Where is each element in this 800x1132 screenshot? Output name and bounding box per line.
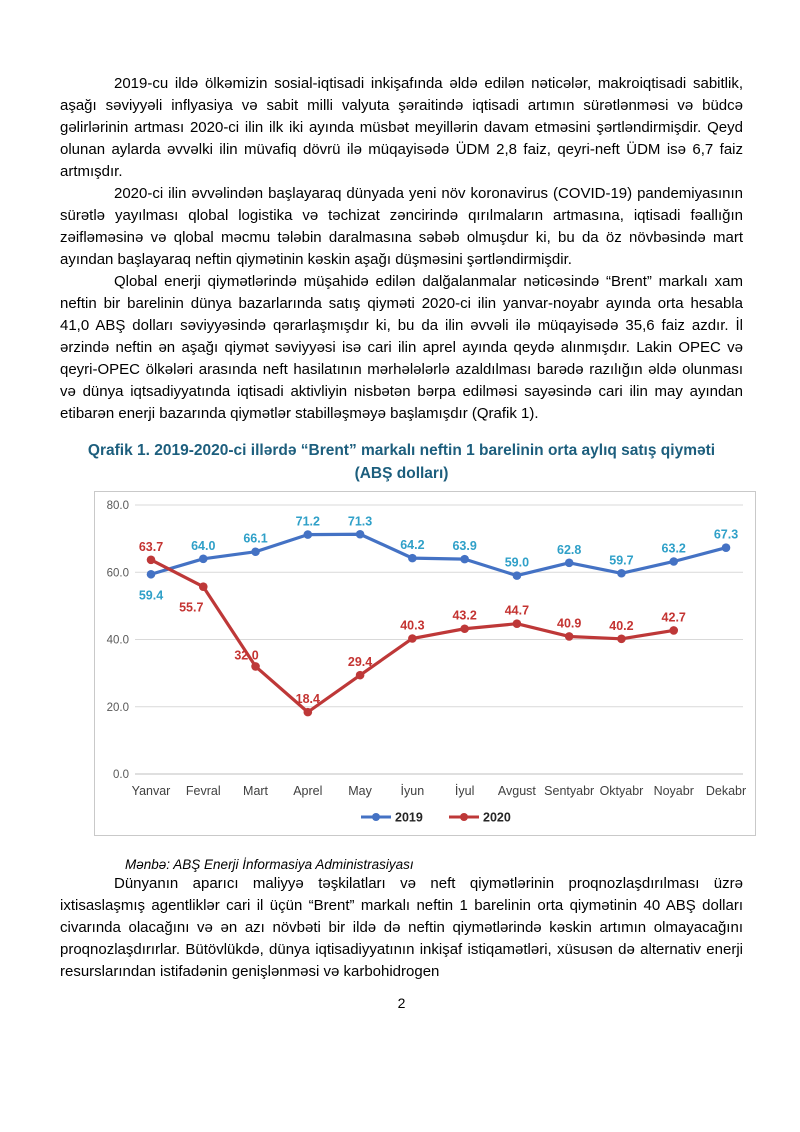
- svg-text:62.8: 62.8: [557, 543, 581, 557]
- svg-text:Fevral: Fevral: [186, 784, 221, 798]
- chart-title: Qrafik 1. 2019-2020-ci illərdə “Brent” m…: [87, 442, 716, 459]
- svg-text:44.7: 44.7: [505, 604, 529, 618]
- svg-text:63.9: 63.9: [452, 539, 476, 553]
- svg-text:43.2: 43.2: [452, 609, 476, 623]
- paragraph-covid-impact: 2020-ci ilin əvvəlindən başlayaraq dünya…: [60, 185, 743, 268]
- svg-text:May: May: [348, 784, 372, 798]
- svg-text:80.0: 80.0: [107, 500, 129, 512]
- svg-text:40.2: 40.2: [609, 619, 633, 633]
- svg-text:59.7: 59.7: [609, 553, 633, 567]
- svg-text:0.0: 0.0: [113, 769, 129, 781]
- svg-text:32.0: 32.0: [234, 648, 258, 662]
- chart-canvas: 0.0 20.0 40.0 60.0 80.0 Yanvar Fevral Mart Aprel…: [107, 500, 747, 825]
- svg-text:Avgust: Avgust: [498, 784, 537, 798]
- svg-text:64.0: 64.0: [191, 539, 215, 553]
- svg-text:2020: 2020: [483, 811, 511, 825]
- svg-text:29.4: 29.4: [348, 655, 372, 669]
- svg-text:71.2: 71.2: [296, 515, 320, 529]
- svg-text:İyun: İyun: [401, 784, 425, 798]
- svg-text:67.3: 67.3: [714, 528, 738, 542]
- svg-text:Aprel: Aprel: [293, 784, 322, 798]
- svg-text:40.9: 40.9: [557, 616, 581, 630]
- paragraph-brent-price-overview: Qlobal enerji qiymətlərində müşahidə edi…: [60, 273, 743, 422]
- svg-text:Mart: Mart: [243, 784, 269, 798]
- svg-text:71.3: 71.3: [348, 514, 372, 528]
- chart-subtitle: (ABŞ dolları): [354, 465, 449, 482]
- svg-text:66.1: 66.1: [243, 532, 267, 546]
- chart-source-note: Mənbə: ABŞ Enerji İnformasiya Administra…: [125, 857, 414, 872]
- svg-text:42.7: 42.7: [662, 610, 686, 624]
- svg-text:Sentyabr: Sentyabr: [544, 784, 594, 798]
- svg-text:59.0: 59.0: [505, 556, 529, 570]
- svg-text:Noyabr: Noyabr: [654, 784, 694, 798]
- svg-text:63.7: 63.7: [139, 540, 163, 554]
- svg-text:60.0: 60.0: [107, 567, 129, 579]
- svg-text:64.2: 64.2: [400, 538, 424, 552]
- brent-price-line-chart: 0.0 20.0 40.0 60.0 80.0 Yanvar Fevral Mart Aprel…: [94, 491, 756, 836]
- svg-text:40.3: 40.3: [400, 618, 424, 632]
- page-number: 2: [397, 995, 406, 1011]
- svg-text:Oktyabr: Oktyabr: [600, 784, 644, 798]
- paragraph-gdp-growth: 2019-cu ildə ölkəmizin sosial-iqtisadi i…: [60, 75, 743, 180]
- svg-text:55.7: 55.7: [179, 601, 203, 615]
- paragraph-forecast: Dünyanın aparıcı maliyyə təşkilatları və…: [60, 875, 743, 980]
- svg-text:59.4: 59.4: [139, 588, 163, 602]
- svg-text:Yanvar: Yanvar: [132, 784, 171, 798]
- svg-text:20.0: 20.0: [107, 702, 129, 714]
- svg-text:Dekabr: Dekabr: [706, 784, 746, 798]
- svg-text:40.0: 40.0: [107, 635, 129, 647]
- svg-text:63.2: 63.2: [662, 541, 686, 555]
- chart-title-block: Qrafik 1. 2019-2020-ci illərdə “Brent” m…: [60, 439, 743, 485]
- svg-text:18.4: 18.4: [296, 692, 320, 706]
- svg-text:2019: 2019: [395, 811, 423, 825]
- svg-text:İyul: İyul: [455, 784, 474, 798]
